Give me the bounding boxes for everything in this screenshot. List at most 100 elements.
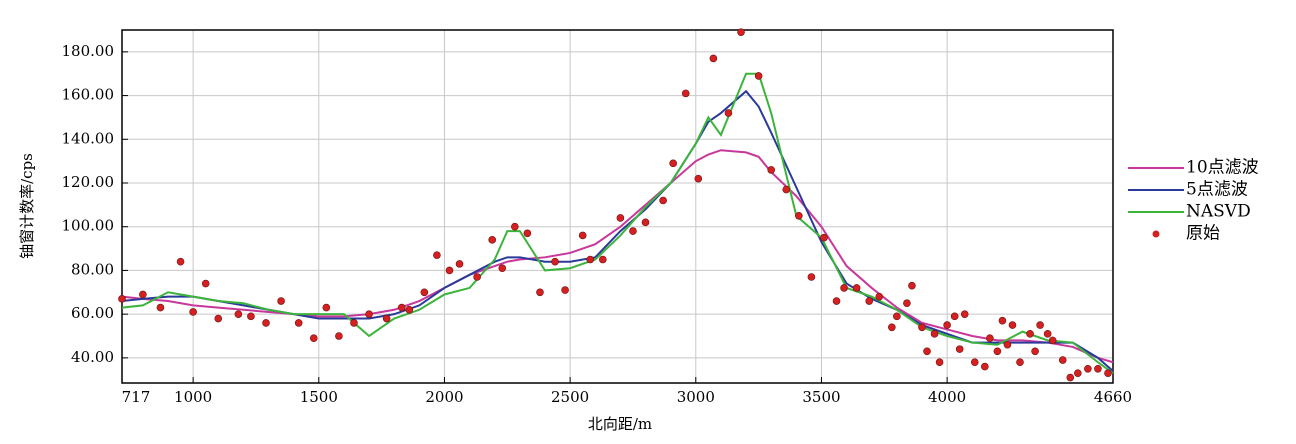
data-point (616, 214, 625, 222)
data-point (852, 284, 861, 292)
data-point (578, 231, 587, 240)
line-series (121, 89, 1114, 372)
data-point (139, 290, 147, 299)
data-point (659, 196, 667, 205)
data-point (455, 260, 464, 268)
data-point (201, 279, 210, 288)
x-tick-label: 2500 (551, 388, 589, 406)
y-axis-label: 铀窗计数率/cps (18, 153, 36, 259)
data-point (993, 347, 1002, 356)
data-point (1036, 321, 1044, 329)
x-tick-label: 3500 (802, 388, 840, 406)
line-series (121, 149, 1114, 364)
data-point (420, 288, 429, 297)
data-point (1094, 364, 1102, 373)
legend-label: NASVD (1186, 202, 1251, 222)
data-point (382, 314, 391, 323)
data-point (960, 310, 969, 318)
data-point (1026, 330, 1034, 338)
plot-frame (121, 29, 1114, 384)
data-point (405, 305, 414, 314)
y-tick-label: 80.00 (71, 260, 114, 278)
data-point (294, 319, 303, 327)
data-point (214, 314, 223, 323)
data-point (397, 303, 406, 312)
y-tick-label: 140.00 (62, 129, 115, 147)
data-point (1066, 373, 1075, 382)
data-point (247, 312, 255, 321)
data-point (118, 295, 126, 303)
data-point (1084, 364, 1092, 373)
legend-label: 5点滤波 (1186, 180, 1248, 200)
x-tick-label: 1500 (300, 388, 338, 406)
data-point (807, 273, 816, 281)
data-point (908, 281, 916, 290)
data-point (694, 174, 703, 183)
data-point (1058, 356, 1067, 364)
data-point (598, 255, 607, 264)
data-point (1048, 336, 1057, 345)
data-point (935, 358, 944, 367)
data-point (1074, 369, 1082, 377)
data-point (277, 297, 285, 305)
legend-label: 10点滤波 (1186, 158, 1259, 178)
data-point (923, 347, 931, 356)
data-point (445, 266, 454, 275)
data-point (970, 358, 979, 367)
data-point (930, 330, 939, 338)
data-point (262, 319, 270, 327)
data-point (767, 166, 775, 174)
x-tick-label: 717 (122, 388, 151, 406)
data-point (586, 255, 595, 264)
x-tick-label: 2000 (425, 388, 463, 406)
data-point (641, 218, 650, 227)
data-point (840, 284, 848, 292)
y-tick-label: 160.00 (62, 86, 115, 104)
data-point (669, 159, 677, 168)
data-point (365, 310, 373, 318)
data-point (893, 312, 901, 321)
x-axis-label: 北向距/m (588, 415, 652, 433)
data-point (234, 310, 243, 318)
data-point (488, 236, 497, 244)
data-point (782, 185, 791, 194)
data-point (551, 257, 559, 266)
data-point (561, 286, 569, 294)
data-point (754, 72, 763, 80)
data-point (309, 334, 318, 342)
data-point (629, 227, 637, 235)
data-point (1031, 347, 1039, 356)
data-point (1003, 340, 1012, 349)
y-tick-label: 100.00 (62, 217, 115, 235)
data-point (473, 273, 481, 281)
data-point (737, 28, 745, 36)
data-point (795, 211, 803, 220)
data-point (511, 222, 519, 231)
data-point (903, 299, 911, 308)
data-point (981, 362, 989, 371)
data-point (1016, 358, 1024, 367)
data-point (955, 345, 964, 353)
data-point (335, 332, 343, 340)
y-tick-label: 120.00 (62, 173, 115, 191)
line-series (121, 72, 1114, 374)
data-point (156, 303, 165, 312)
data-point (681, 89, 690, 98)
data-point (176, 257, 185, 266)
data-point (832, 297, 841, 305)
data-point (498, 264, 507, 273)
data-point (865, 297, 874, 305)
legend-label: 原始 (1186, 224, 1220, 244)
data-point (1008, 321, 1017, 329)
data-point (950, 312, 959, 321)
data-point (918, 323, 926, 332)
data-point (820, 233, 828, 242)
data-point (523, 229, 532, 238)
y-tick-label: 60.00 (71, 304, 114, 322)
x-tick-label: 1000 (174, 388, 212, 406)
data-point (888, 323, 896, 332)
data-point (433, 251, 441, 259)
data-point (875, 292, 884, 301)
data-point (322, 303, 331, 312)
